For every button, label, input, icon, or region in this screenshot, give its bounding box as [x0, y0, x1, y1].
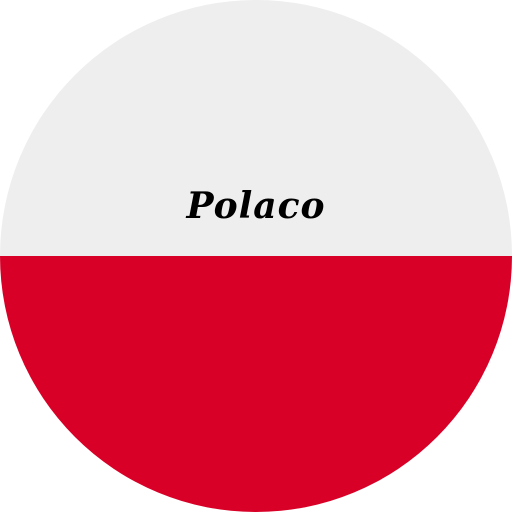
flag-label: Polaco — [186, 185, 326, 227]
flag-white-stripe — [0, 0, 512, 256]
flag-red-stripe — [0, 256, 512, 512]
